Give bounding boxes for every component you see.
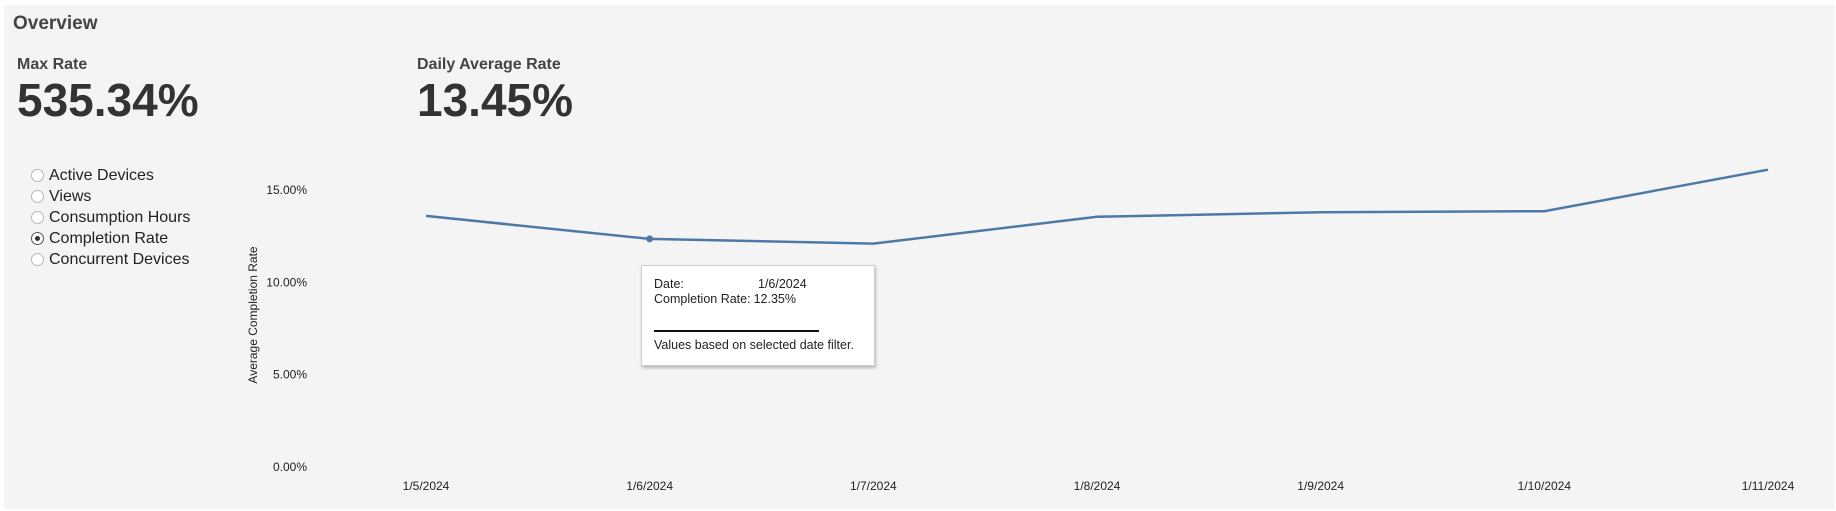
x-axis-ticks: 1/5/2024 1/6/2024 1/7/2024 1/8/2024 1/9/2024… xyxy=(403,479,1795,493)
tooltip-note: Values based on selected date filter. xyxy=(654,338,854,352)
metric-option-views[interactable]: Views xyxy=(31,186,190,207)
kpi-daily-average-rate-label: Daily Average Rate xyxy=(417,56,561,73)
y-axis-ticks: 0.00% 5.00% 10.00% 15.00% xyxy=(266,183,307,474)
x-tick-label: 1/11/2024 xyxy=(1742,479,1795,493)
metric-option-label: Completion Rate xyxy=(49,229,169,247)
radio-icon[interactable] xyxy=(31,253,44,266)
overview-panel xyxy=(4,5,1835,509)
radio-icon[interactable] xyxy=(31,211,44,224)
kpi-max-rate-value: 535.34% xyxy=(17,74,199,126)
x-tick-label: 1/8/2024 xyxy=(1074,479,1121,493)
metric-option-completion-rate[interactable]: Completion Rate xyxy=(31,228,190,249)
y-tick-label: 5.00% xyxy=(273,368,307,382)
metric-option-concurrent-devices[interactable]: Concurrent Devices xyxy=(31,249,190,270)
y-tick-label: 10.00% xyxy=(266,275,307,289)
metric-option-consumption-hours[interactable]: Consumption Hours xyxy=(31,207,190,228)
tooltip-date-value: 1/6/2024 xyxy=(758,277,807,291)
data-points xyxy=(646,235,654,243)
x-tick-label: 1/6/2024 xyxy=(626,479,673,493)
x-tick-label: 1/7/2024 xyxy=(850,479,897,493)
kpi-max-rate: Max Rate 535.34% xyxy=(17,56,199,125)
metric-option-label: Views xyxy=(49,187,92,205)
completion-rate-series-line[interactable] xyxy=(425,168,1769,245)
data-tooltip: Date: 1/6/2024 Completion Rate: 12.35% Val… xyxy=(641,265,875,366)
tooltip-date-row: Date: 1/6/2024 xyxy=(654,277,807,291)
metric-selector: Active Devices Views Consumption Hours C… xyxy=(31,165,190,270)
y-tick-label: 0.00% xyxy=(273,460,307,474)
kpi-daily-average-rate: Daily Average Rate 13.45% xyxy=(417,56,573,125)
tooltip-rate-label: Completion Rate: xyxy=(654,292,751,306)
kpi-max-rate-label: Max Rate xyxy=(17,56,88,73)
radio-checked-icon[interactable] xyxy=(31,232,44,245)
metric-option-label: Active Devices xyxy=(49,166,154,184)
x-tick-label: 1/9/2024 xyxy=(1297,479,1344,493)
radio-icon[interactable] xyxy=(31,190,44,203)
tooltip-rate-row: Completion Rate: 12.35% xyxy=(654,292,796,306)
highlighted-data-point[interactable] xyxy=(646,235,654,243)
metric-option-label: Concurrent Devices xyxy=(49,250,190,268)
page-title: Overview xyxy=(13,13,98,34)
tooltip-date-label: Date: xyxy=(654,277,684,291)
x-tick-label: 1/5/2024 xyxy=(403,479,450,493)
y-tick-label: 15.00% xyxy=(266,183,307,197)
y-axis-title: Average Completion Rate xyxy=(246,246,260,384)
metric-option-label: Consumption Hours xyxy=(49,208,191,226)
x-tick-label: 1/10/2024 xyxy=(1518,479,1572,493)
tooltip-rate-value: 12.35% xyxy=(753,292,796,306)
radio-icon[interactable] xyxy=(31,169,44,182)
tooltip-divider xyxy=(654,330,819,332)
metric-option-active-devices[interactable]: Active Devices xyxy=(31,165,190,186)
kpi-daily-average-rate-value: 13.45% xyxy=(417,74,574,126)
